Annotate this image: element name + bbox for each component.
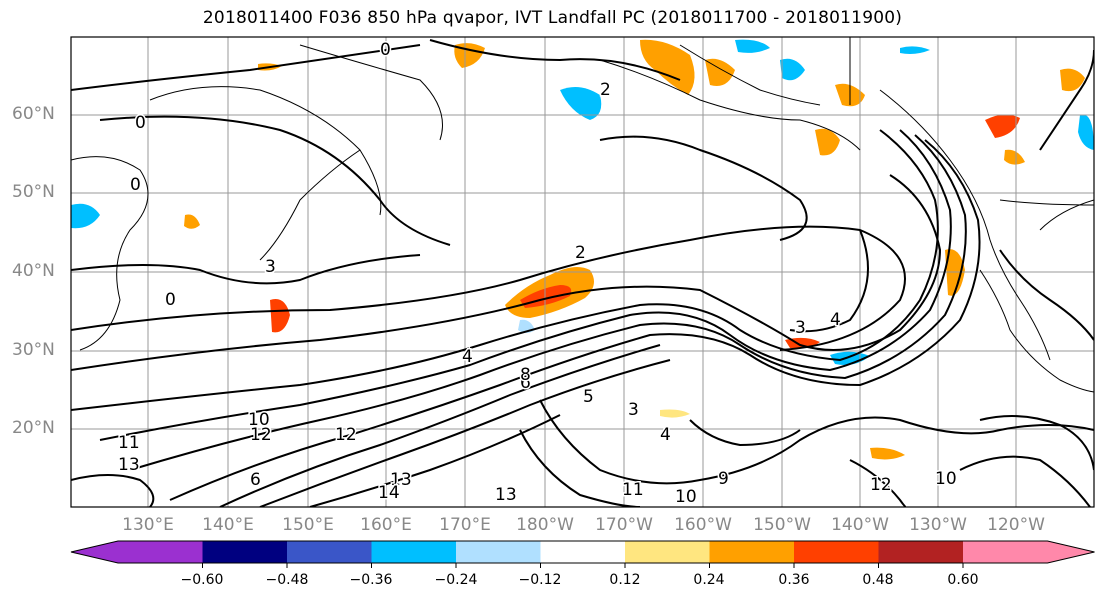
colorbar-outline: [70, 540, 1095, 564]
negative-anomaly-patch: [780, 58, 805, 81]
negative-anomaly-patch: [735, 39, 770, 53]
lon-label-140w: 140°W: [831, 515, 889, 535]
lon-label-150e: 150°E: [282, 515, 334, 535]
colorbar-segment: [456, 541, 541, 563]
positive-anomaly-patch: [454, 43, 485, 68]
colorbar-segment: [540, 541, 626, 563]
colorbar-segment: [118, 541, 203, 563]
contour-label: 3: [265, 257, 276, 277]
negative-anomaly-patch: [900, 46, 930, 54]
contour-label: 13: [118, 455, 140, 475]
contour-label: 13: [390, 470, 412, 490]
lat-label-30n: 30°N: [12, 340, 55, 360]
contour-label: 11: [622, 480, 644, 500]
positive-anomaly-patch: [184, 214, 200, 229]
colorbar-segment: [794, 541, 879, 563]
lat-label-40n: 40°N: [12, 261, 55, 281]
positive-anomaly-patch: [985, 114, 1020, 138]
colorbar-segment: [963, 541, 1048, 563]
positive-anomaly-patch: [815, 128, 840, 156]
contour-label: 0: [135, 113, 146, 133]
lat-label-60n: 60°N: [12, 104, 55, 124]
colorbar-tick-label: 0.36: [778, 572, 810, 588]
colorbar-tick-label: −0.36: [349, 572, 393, 588]
lon-label-130w: 130°W: [909, 515, 967, 535]
map-frame: [70, 36, 1095, 508]
colorbar: [70, 540, 1095, 568]
positive-anomaly-patch: [1060, 68, 1085, 92]
colorbar-tick-label: −0.12: [518, 572, 562, 588]
contour-label: 10: [935, 469, 957, 489]
contour-label: 3: [628, 400, 639, 420]
colorbar-tick-label: 0.60: [947, 572, 979, 588]
lon-label-160e: 160°E: [360, 515, 412, 535]
colorbar-tick-label: −0.24: [434, 572, 478, 588]
positive-anomaly-patch: [270, 299, 290, 333]
positive-anomaly-patch: [705, 58, 735, 86]
positive-anomaly-patch: [640, 39, 695, 95]
contour-label: 4: [660, 425, 671, 445]
contour-label: 12: [870, 475, 892, 495]
colorbar-tick-label: 0.48: [862, 572, 894, 588]
lon-label-170e: 170°E: [439, 515, 491, 535]
contour-labels: 0000223334445668910101011111212121313131…: [117, 39, 959, 508]
negative-anomaly-patch: [71, 203, 100, 229]
contour-label: 9: [718, 469, 729, 489]
contour-label: 6: [250, 470, 261, 490]
contour-label: 10: [248, 410, 270, 430]
colorbar-segment: [878, 541, 964, 563]
contour-label: 13: [495, 485, 517, 505]
contour-label: 2: [600, 80, 611, 100]
positive-anomaly-patch: [660, 409, 690, 418]
colorbar-segment: [709, 541, 795, 563]
negative-anomaly-patch: [560, 86, 602, 120]
colorbar-segment: [371, 541, 457, 563]
lon-label-120w: 120°W: [987, 515, 1045, 535]
lon-label-180w: 180°W: [516, 515, 574, 535]
colorbar-tick-label: 0.12: [609, 572, 641, 588]
contour-label: 0: [380, 40, 391, 60]
positive-anomaly-patch: [1004, 149, 1025, 165]
contour-label: 3: [795, 318, 806, 338]
contour-label: 11: [118, 433, 140, 453]
negative-anomaly-patch: [1078, 114, 1094, 150]
contour-label: 12: [335, 425, 357, 445]
lon-label-140e: 140°E: [202, 515, 254, 535]
lon-label-130e: 130°E: [122, 515, 174, 535]
colorbar-extend-right: [1047, 541, 1095, 563]
lat-label-20n: 20°N: [12, 418, 55, 438]
lon-label-160w: 160°W: [674, 515, 732, 535]
contour-label: 5: [583, 387, 594, 407]
contour-label: 0: [165, 290, 176, 310]
contour-label: 4: [462, 347, 473, 367]
contour-label: 0: [130, 175, 141, 195]
contour-label: 2: [575, 243, 586, 263]
colorbar-segment: [287, 541, 372, 563]
colorbar-tick-label: −0.60: [180, 572, 224, 588]
graticule: [71, 37, 1094, 507]
contour-label: 10: [675, 487, 697, 507]
positive-anomaly-patch: [870, 447, 905, 460]
colorbar-tick-label: 0.24: [693, 572, 725, 588]
colorbar-segment: [625, 541, 710, 563]
contour-label: 12: [250, 425, 272, 445]
ivt-contours: [71, 39, 1094, 507]
contour-label: 6: [520, 373, 531, 393]
colorbar-tick-label: −0.48: [265, 572, 309, 588]
colorbar-segment: [202, 541, 288, 563]
contour-label: 14: [378, 483, 400, 503]
lon-label-150w: 150°W: [753, 515, 811, 535]
coastlines: [71, 37, 1094, 393]
lat-label-50n: 50°N: [12, 182, 55, 202]
map-title: 2018011400 F036 850 hPa qvapor, IVT Land…: [202, 8, 903, 28]
contour-label: 8: [520, 365, 531, 385]
contour-label: 4: [830, 310, 841, 330]
lon-label-170w: 170°W: [595, 515, 653, 535]
colorbar-extend-left: [71, 541, 118, 563]
